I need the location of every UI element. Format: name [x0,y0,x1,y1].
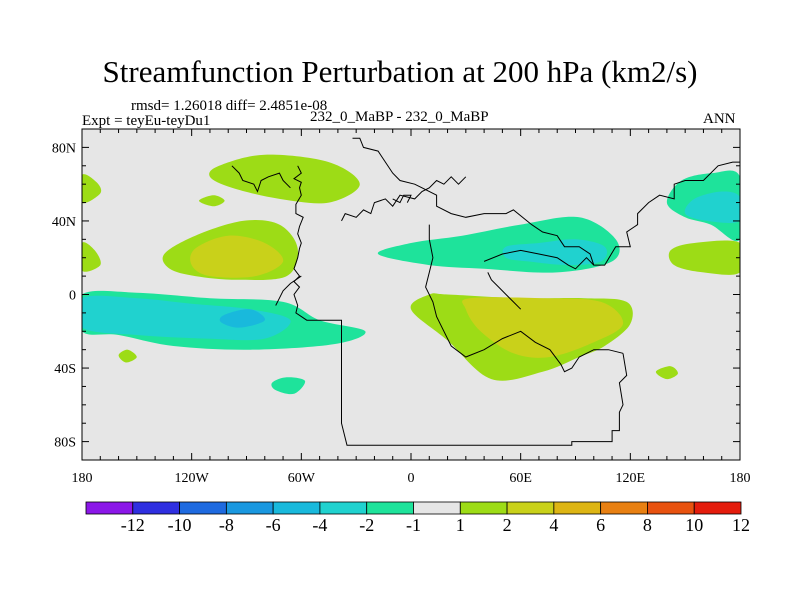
y-tick-label: 40S [54,362,76,377]
x-tick-label: 120E [616,471,646,486]
map-background [82,129,740,460]
colorbar-swatch [553,501,602,515]
y-tick-label: 40N [52,215,76,230]
rmsd-stats-label: rmsd= 1.26018 diff= 2.4851e-08 [131,98,328,114]
case-label: 232_0_MaBP - 232_0_MaBP [310,109,489,125]
contour-region-w-pacific-subtropical-positive [668,240,740,275]
colorbar-swatch [600,501,648,515]
season-label: ANN [703,111,736,127]
colorbar-label: -10 [168,515,192,535]
colorbar-swatch [693,501,742,515]
y-tick-label: 80S [54,436,76,451]
contour-region-dateline-nw-positive [82,174,102,204]
x-tick-label: 120W [175,471,210,486]
coastlines [231,137,740,446]
colorbar-label: -8 [219,515,234,535]
contour-region-s-pacific-small-negative [271,377,306,395]
colorbar-swatch [413,501,461,515]
coastline-4 [425,224,624,373]
x-tick-label: 0 [408,471,415,486]
colorbar: -12 -10 -8 -6 -4 -2 -1 1 2 4 6 8 10 12 [85,501,750,535]
coastline-2 [352,137,740,266]
y-tick-label: 0 [69,289,76,304]
axis-ticks: 180 120W 60W 0 60E 120E 180 80N 40N 0 40S 80S [52,128,751,486]
colorbar-label: 4 [549,515,558,535]
coastline-5 [231,165,291,193]
coastline-6 [483,249,595,270]
colorbar-label: -4 [312,515,327,535]
colorbar-label: 12 [732,515,750,535]
colorbar-label: 1 [456,515,465,535]
colorbar-label: 2 [503,515,512,535]
x-tick-label: 180 [730,471,751,486]
colorbar-label: 10 [685,515,703,535]
x-tick-label: 60E [509,471,532,486]
contour-region-se-pacific-core [82,295,291,341]
coastline-7 [392,194,412,204]
coastline-9 [275,275,302,306]
x-tick-label: 180 [72,471,93,486]
colorbar-swatch [225,501,274,515]
contour-region-mid-pacific-small-positive [199,195,225,207]
colorbar-label: 6 [596,515,605,535]
y-tick-label: 80N [52,141,76,156]
coastline-1 [293,165,628,446]
colorbar-swatch [272,501,321,515]
colorbar-label: -1 [406,515,421,535]
experiment-label: Expt = teyEu-teyDu1 [82,113,211,129]
colorbar-label: -2 [359,515,374,535]
contour-region-s-pacific-small-positive [655,366,678,380]
contour-region-e-pacific-small-positive [118,349,137,363]
colorbar-swatch [366,501,414,515]
contour-region-se-pacific-deepest [219,309,266,328]
colorbar-swatch [179,501,227,515]
coastline-8 [487,272,522,310]
chart-title: Streamfunction Perturbation at 200 hPa (… [102,54,698,89]
contour-region-asian-core [502,239,608,266]
colorbar-swatch [132,501,180,515]
colorbar-label: -6 [266,515,281,535]
contour-region-n-atlantic-e-europe-positive [209,154,360,204]
colorbar-swatch [459,501,508,515]
contour-region-africa-indian-ocean-core [462,297,624,358]
colorbar-label: 8 [643,515,652,535]
contour-region-nw-pacific-core [684,191,740,224]
colorbar-swatch [647,501,695,515]
coastline-3 [341,176,467,222]
colorbar-label: -12 [121,515,145,535]
colorbar-swatch [506,501,555,515]
colorbar-swatch [319,501,368,515]
contour-region-ne-pacific-core [190,235,284,278]
colorbar-swatch [85,501,134,515]
x-tick-label: 60W [288,471,316,486]
contour-region-dateline-subtropical-positive [82,242,101,272]
